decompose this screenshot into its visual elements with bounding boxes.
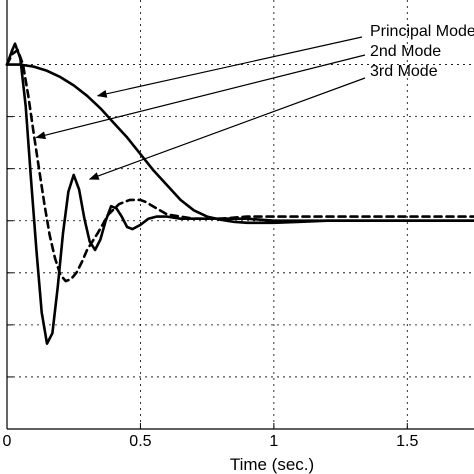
annotation-arrow-2nd-mode: [35, 54, 366, 140]
x-tick-label: 1: [269, 433, 278, 450]
annotation-arrow-3rd-mode: [88, 77, 366, 180]
series-layer: [5, 42, 474, 345]
ticks: [6, 64, 408, 430]
series-line-3rd-mode: [5, 42, 474, 345]
x-tick-label: 0: [3, 433, 12, 450]
annotations: Principal Mode 2nd Mode 3rd Mode: [35, 23, 474, 180]
x-tick-label: 0.5: [129, 433, 151, 450]
x-axis-label: Time (sec.): [230, 455, 314, 474]
annotation-label-3rd-mode: 3rd Mode: [370, 63, 438, 80]
annotation-arrow-principal-mode: [96, 36, 363, 98]
x-tick-label: 1.5: [396, 433, 418, 450]
annotation-label-2nd-mode: 2nd Mode: [370, 43, 441, 60]
tick-labels: 0 0.5 1 1.5: [3, 433, 419, 450]
series-line-2nd-mode: [5, 48, 474, 283]
annotation-label-principal-mode: Principal Mode: [370, 23, 474, 40]
